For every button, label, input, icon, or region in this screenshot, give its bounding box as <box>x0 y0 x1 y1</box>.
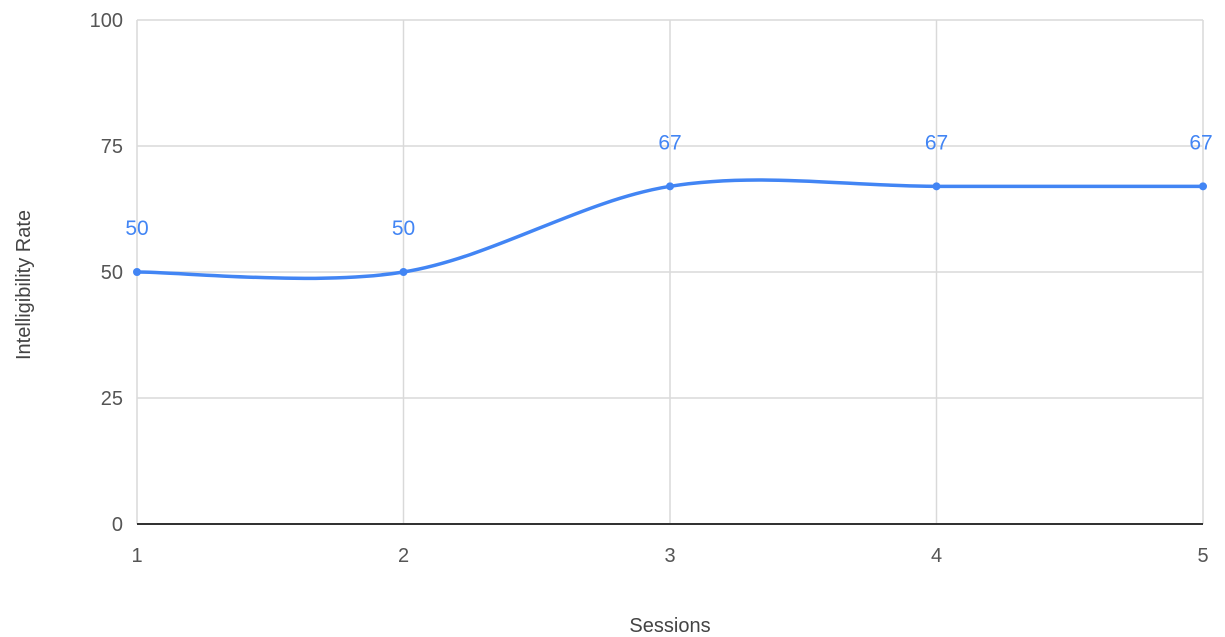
data-labels: 50 50 67 67 67 <box>125 131 1212 240</box>
x-axis-title: Sessions <box>629 615 710 637</box>
x-tick-label: 4 <box>931 545 942 567</box>
data-label: 67 <box>1189 131 1212 154</box>
data-points <box>133 182 1207 276</box>
data-label: 67 <box>925 131 948 154</box>
y-tick-label: 100 <box>90 10 123 32</box>
data-point <box>399 268 408 276</box>
x-tick-labels: 1 2 3 4 5 <box>131 545 1208 567</box>
x-tick-label: 3 <box>664 545 675 567</box>
data-label: 67 <box>658 131 681 154</box>
data-point <box>133 268 141 276</box>
y-tick-label: 75 <box>101 136 123 158</box>
data-point <box>932 182 941 191</box>
y-tick-label: 25 <box>101 388 123 410</box>
y-tick-label: 50 <box>101 262 123 284</box>
x-tick-label: 2 <box>398 545 409 567</box>
y-tick-labels: 0 25 50 75 100 <box>90 10 123 536</box>
y-axis-title: Intelligibility Rate <box>13 210 35 360</box>
x-tick-label: 5 <box>1197 545 1208 567</box>
data-label: 50 <box>392 217 415 240</box>
data-label: 50 <box>125 217 148 240</box>
data-point <box>666 182 674 191</box>
grid-layer <box>136 19 1204 525</box>
y-tick-label: 0 <box>112 514 123 536</box>
x-tick-label: 1 <box>131 545 142 567</box>
data-point <box>1199 182 1207 191</box>
